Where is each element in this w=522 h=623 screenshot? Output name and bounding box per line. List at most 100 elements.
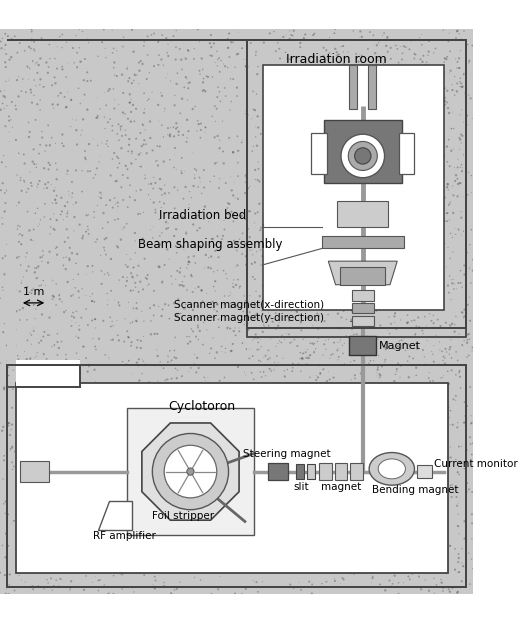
- Point: [0, 44, 6, 54]
- Point: [138, 559, 146, 569]
- Point: [391, 257, 399, 267]
- Point: [346, 276, 354, 286]
- Point: [409, 135, 418, 145]
- Point: [265, 297, 273, 307]
- Point: [72, 451, 80, 461]
- Point: [290, 64, 298, 74]
- Point: [75, 43, 84, 53]
- Point: [113, 163, 122, 173]
- Point: [33, 182, 41, 192]
- Point: [371, 133, 379, 143]
- Point: [265, 254, 274, 264]
- Point: [253, 69, 262, 79]
- Point: [286, 568, 294, 578]
- Point: [211, 277, 219, 287]
- Point: [232, 395, 240, 405]
- Point: [2, 589, 10, 599]
- Point: [234, 171, 242, 181]
- Point: [296, 337, 304, 347]
- Point: [266, 29, 274, 39]
- Point: [97, 470, 105, 480]
- Point: [118, 441, 127, 451]
- Point: [228, 388, 236, 397]
- Point: [41, 146, 49, 156]
- Point: [292, 212, 301, 222]
- Point: [288, 389, 296, 399]
- Point: [341, 204, 349, 214]
- Point: [430, 322, 438, 332]
- Point: [385, 328, 394, 338]
- Point: [425, 368, 433, 378]
- Point: [299, 335, 307, 345]
- Point: [435, 401, 443, 411]
- Point: [444, 242, 452, 252]
- Point: [412, 546, 421, 556]
- Point: [410, 49, 419, 59]
- Point: [373, 191, 381, 201]
- Point: [211, 101, 219, 111]
- Point: [441, 266, 449, 276]
- Point: [20, 176, 28, 186]
- Point: [166, 129, 174, 139]
- Point: [282, 439, 291, 449]
- Point: [2, 162, 10, 172]
- Point: [399, 302, 407, 312]
- Point: [334, 563, 342, 573]
- Point: [51, 78, 60, 88]
- Point: [89, 529, 97, 539]
- Point: [355, 87, 363, 97]
- Point: [436, 186, 444, 196]
- Point: [106, 195, 114, 205]
- Point: [351, 548, 360, 558]
- Point: [256, 335, 265, 345]
- Point: [425, 288, 433, 298]
- Point: [264, 181, 272, 191]
- Point: [389, 272, 398, 282]
- Point: [170, 131, 179, 141]
- Point: [64, 187, 73, 197]
- Point: [452, 391, 460, 401]
- Point: [342, 74, 351, 83]
- Point: [365, 421, 373, 430]
- Point: [296, 348, 304, 358]
- Point: [392, 475, 400, 485]
- Point: [156, 174, 164, 184]
- Point: [262, 371, 270, 381]
- Point: [411, 534, 419, 544]
- Point: [243, 184, 251, 194]
- Point: [56, 552, 65, 562]
- Point: [221, 91, 230, 101]
- Point: [376, 371, 385, 381]
- Point: [140, 570, 148, 580]
- Point: [393, 228, 401, 238]
- Point: [10, 31, 19, 41]
- Point: [444, 129, 452, 139]
- Point: [401, 161, 409, 171]
- Point: [11, 285, 20, 295]
- Point: [432, 252, 441, 262]
- Point: [209, 282, 218, 292]
- Point: [300, 493, 309, 503]
- Point: [246, 245, 254, 255]
- Point: [287, 345, 295, 355]
- Point: [253, 156, 262, 166]
- Point: [387, 85, 396, 95]
- Point: [409, 360, 418, 370]
- Point: [62, 102, 70, 112]
- Point: [357, 318, 365, 328]
- Point: [291, 117, 300, 126]
- Point: [385, 494, 393, 504]
- Point: [411, 98, 419, 108]
- Point: [237, 478, 245, 488]
- Point: [212, 209, 220, 219]
- Point: [265, 243, 274, 253]
- Point: [260, 496, 269, 506]
- Point: [449, 159, 458, 169]
- Point: [261, 284, 269, 294]
- Point: [419, 203, 427, 213]
- Point: [58, 206, 66, 216]
- Point: [350, 104, 359, 114]
- Point: [363, 331, 372, 341]
- Point: [26, 495, 34, 505]
- Point: [267, 226, 276, 236]
